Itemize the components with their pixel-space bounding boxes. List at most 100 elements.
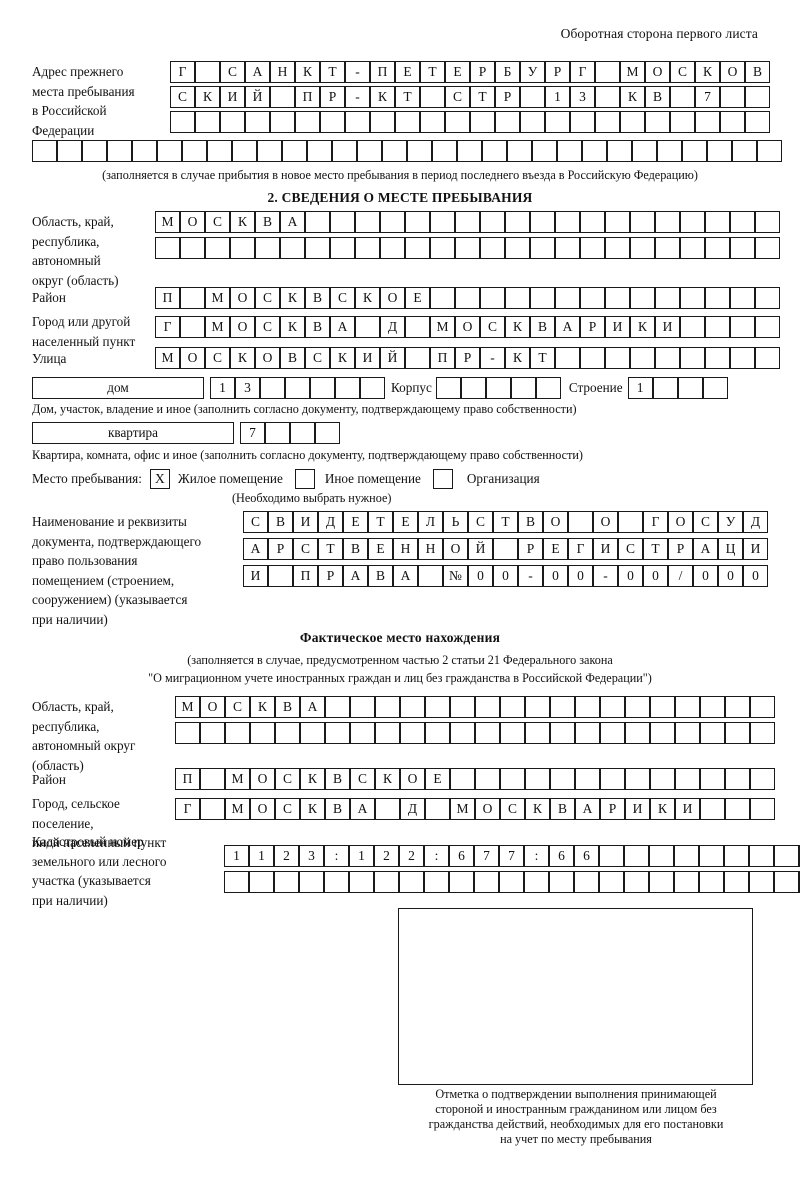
char-cell[interactable]: И [605,316,630,338]
char-cell[interactable] [507,140,532,162]
char-cell[interactable]: 7 [474,845,499,867]
char-cell[interactable] [700,722,725,744]
char-cell[interactable] [655,211,680,233]
char-cell[interactable]: Т [530,347,555,369]
char-cell[interactable] [630,237,655,259]
char-cell[interactable] [655,287,680,309]
char-cell[interactable]: 3 [570,86,595,108]
char-cell[interactable]: Т [320,61,345,83]
char-cell[interactable]: - [518,565,543,587]
char-cell[interactable]: П [155,287,180,309]
char-cell[interactable]: К [300,768,325,790]
char-cell[interactable]: : [524,845,549,867]
char-cell[interactable]: Е [405,287,430,309]
char-cell[interactable]: И [743,538,768,560]
char-cell[interactable] [605,287,630,309]
char-cell[interactable] [745,86,770,108]
char-cell[interactable]: С [330,287,355,309]
char-cell[interactable] [310,377,335,399]
char-cell[interactable] [730,287,755,309]
char-cell[interactable] [374,871,399,893]
char-cell[interactable]: И [355,347,380,369]
char-cell[interactable] [455,237,480,259]
char-cell[interactable] [324,871,349,893]
flat-number-cells[interactable]: 7 [240,422,340,444]
char-cell[interactable] [480,211,505,233]
char-cell[interactable] [290,422,315,444]
char-cell[interactable]: С [480,316,505,338]
char-cell[interactable] [330,211,355,233]
char-cell[interactable] [595,86,620,108]
char-cell[interactable]: Г [570,61,595,83]
char-cell[interactable] [299,871,324,893]
char-cell[interactable]: Г [170,61,195,83]
char-cell[interactable]: 6 [549,845,574,867]
char-cell[interactable] [180,316,205,338]
char-cell[interactable] [555,211,580,233]
char-cell[interactable] [705,211,730,233]
char-cell[interactable] [730,316,755,338]
char-cell[interactable]: О [475,798,500,820]
char-cell[interactable] [380,211,405,233]
char-cell[interactable] [620,111,645,133]
char-cell[interactable] [730,211,755,233]
char-cell[interactable]: В [305,287,330,309]
char-cell[interactable] [532,140,557,162]
char-cell[interactable] [268,565,293,587]
char-cell[interactable] [355,211,380,233]
char-cell[interactable] [750,768,775,790]
char-cell[interactable] [425,798,450,820]
char-cell[interactable]: О [200,696,225,718]
char-cell[interactable] [649,871,674,893]
char-cell[interactable] [520,111,545,133]
char-cell[interactable]: № [443,565,468,587]
char-cell[interactable]: Д [743,511,768,533]
char-cell[interactable]: О [543,511,568,533]
char-cell[interactable] [670,86,695,108]
char-cell[interactable]: А [693,538,718,560]
char-cell[interactable] [505,287,530,309]
char-cell[interactable]: К [195,86,220,108]
char-cell[interactable]: Н [270,61,295,83]
char-cell[interactable] [232,140,257,162]
char-cell[interactable] [755,287,780,309]
char-cell[interactable] [170,111,195,133]
char-cell[interactable]: Й [468,538,493,560]
char-cell[interactable] [630,211,655,233]
char-cell[interactable]: С [618,538,643,560]
char-cell[interactable]: О [593,511,618,533]
char-cell[interactable]: О [250,768,275,790]
char-cell[interactable] [455,287,480,309]
char-cell[interactable] [582,140,607,162]
char-cell[interactable] [395,111,420,133]
char-cell[interactable]: : [324,845,349,867]
char-cell[interactable] [349,871,374,893]
char-cell[interactable] [682,140,707,162]
char-cell[interactable]: А [343,565,368,587]
char-cell[interactable] [595,61,620,83]
char-cell[interactable] [550,722,575,744]
char-cell[interactable] [400,722,425,744]
char-cell[interactable]: М [430,316,455,338]
char-cell[interactable] [280,237,305,259]
char-cell[interactable] [580,347,605,369]
char-cell[interactable] [175,722,200,744]
cadastral-row-2[interactable] [224,871,800,893]
char-cell[interactable]: 0 [493,565,518,587]
char-cell[interactable]: О [255,347,280,369]
char-cell[interactable] [482,140,507,162]
char-cell[interactable] [670,111,695,133]
char-cell[interactable]: В [305,316,330,338]
char-cell[interactable] [375,722,400,744]
char-cell[interactable] [725,722,750,744]
char-cell[interactable]: С [305,347,330,369]
char-cell[interactable] [568,511,593,533]
char-cell[interactable]: 1 [627,377,653,399]
char-cell[interactable]: М [155,347,180,369]
char-cell[interactable] [307,140,332,162]
char-cell[interactable]: О [380,287,405,309]
char-cell[interactable] [82,140,107,162]
